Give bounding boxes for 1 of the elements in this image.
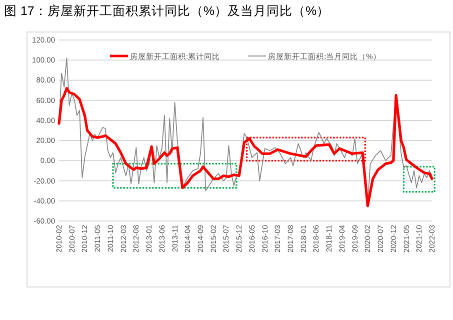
title: 图 17：房屋新开工面积累计同比（%）及当月同比（%） — [4, 4, 330, 18]
